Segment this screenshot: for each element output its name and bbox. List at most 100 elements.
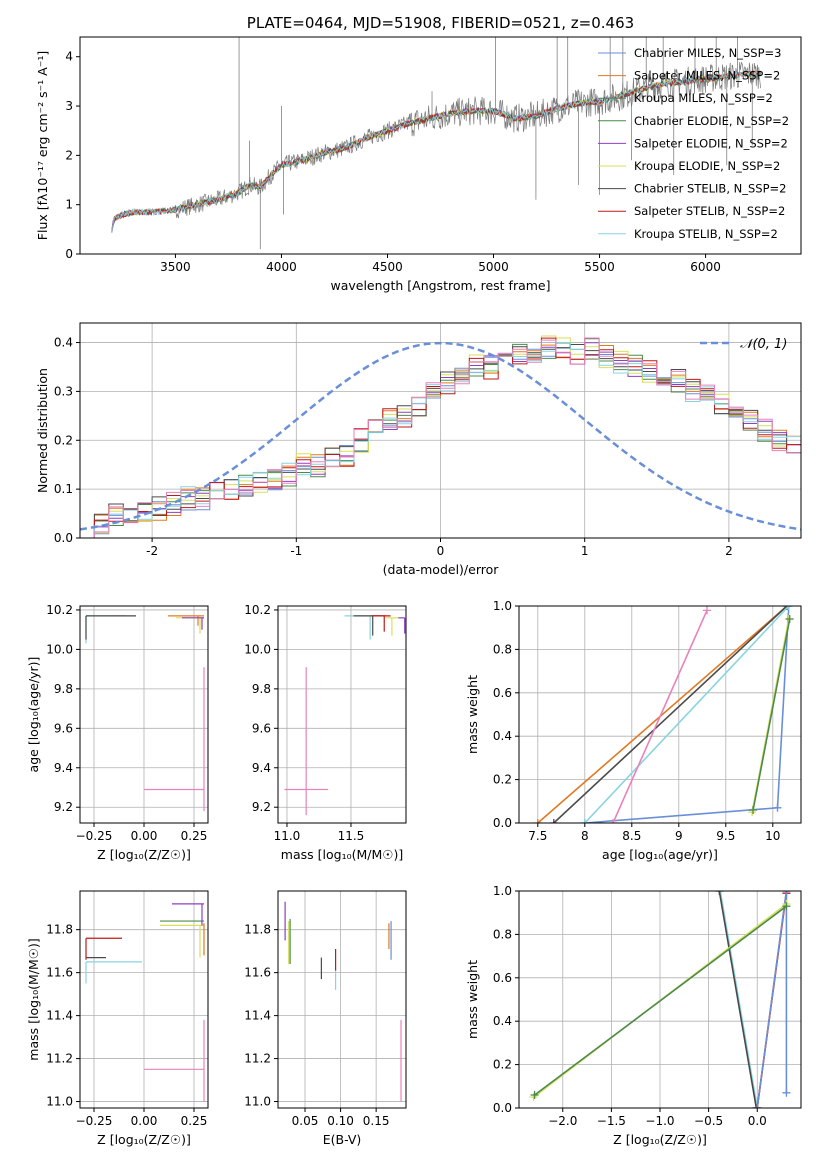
x-tick-label: -1 — [290, 544, 302, 558]
data-spectrum-line — [111, 61, 762, 231]
x-tick-label: 9 — [675, 829, 683, 843]
y-tick-label: 11.8 — [46, 923, 73, 937]
chart-panel-1: -2 -1 0 1 2 0.0 0.1 0.2 0.3 0.4 (data-model)/error… — [35, 322, 802, 577]
point-marker — [609, 819, 617, 823]
weight-line — [719, 891, 758, 1108]
histogram-step-line — [80, 338, 801, 538]
y-tick-label: 0.6 — [493, 686, 512, 700]
histograms — [80, 335, 801, 538]
histogram-step-line — [80, 342, 801, 538]
chart-panel-6: 0.05 0.10 0.15 11.0 11.2 11.4 11.6 11.8 E(B-V) — [244, 890, 407, 1147]
chart-panel-5: −0.25 0.00 0.25 11.0 11.2 11.4 11.6 11.8 Z [log₁… — [26, 890, 209, 1147]
spectrum-lines — [111, 37, 762, 250]
y-tick-label: 0.8 — [493, 927, 512, 941]
x-tick-label: −0.25 — [76, 1114, 113, 1128]
chart-panel-3: 11.0 11.5 9.2 9.4 9.6 9.8 10.0 10.2 mass [log₁₀(… — [244, 603, 407, 862]
point-marker — [773, 803, 782, 812]
y-tick-label: 10.0 — [244, 642, 271, 656]
chart-panel-4: 7.5 8 8.5 9 9.5 10 0.0 0.2 0.4 0.6 0.8 1.0 age [log₁… — [465, 599, 802, 862]
y-tick-label: 2 — [65, 148, 73, 162]
point-marker — [782, 891, 791, 895]
y-tick-label: 0.0 — [493, 816, 512, 830]
histogram-step-line — [80, 344, 801, 538]
y-axis-label: mass [log₁₀(M/M☉)] — [26, 938, 41, 1060]
y-tick-label: 0.4 — [493, 729, 512, 743]
y-tick-label: 11.2 — [244, 1052, 271, 1066]
point-marker — [549, 819, 558, 823]
x-tick-label: 0.10 — [327, 1114, 354, 1128]
y-tick-label: 0.4 — [493, 1014, 512, 1028]
x-tick-label: 0.00 — [131, 1114, 158, 1128]
y-tick-label: 11.6 — [244, 966, 271, 980]
normal-curve — [80, 341, 801, 531]
chart-panel-0: 3500 4000 4500 5000 5500 6000 0 1 2 3 4 wavelength … — [35, 14, 802, 293]
legend-label: Chabrier STELIB, N_SSP=2 — [634, 182, 786, 196]
x-tick-label: 8 — [581, 829, 589, 843]
axes-frame — [518, 605, 802, 824]
x-tick-label: 7.5 — [528, 829, 547, 843]
x-tick-label: 10 — [765, 829, 780, 843]
y-tick-label: 11.8 — [244, 923, 271, 937]
point-marker — [753, 1104, 762, 1108]
error-bars — [85, 903, 205, 1102]
x-axis-label: wavelength [Angstrom, rest frame] — [330, 278, 550, 293]
weight-lines — [533, 606, 794, 823]
point-marker — [703, 606, 711, 615]
axes-frame — [79, 890, 209, 1109]
histogram-step-line — [80, 344, 801, 538]
y-tick-label: 9.8 — [252, 682, 271, 696]
point-marker — [749, 805, 758, 814]
legend-label: Chabrier ELODIE, N_SSP=2 — [634, 114, 789, 128]
y-tick-label: 0.0 — [54, 531, 73, 545]
error-bars — [284, 615, 406, 816]
x-tick-label: 1 — [581, 544, 589, 558]
x-tick-label: 11.5 — [338, 829, 365, 843]
point-marker — [782, 1088, 791, 1097]
weight-line — [553, 606, 788, 823]
y-tick-label: 9.2 — [54, 800, 73, 814]
point-marker — [530, 1090, 539, 1099]
y-axis-label: Normed distribution — [35, 368, 50, 493]
x-tick-label: 0.15 — [363, 1114, 390, 1128]
legend-label: Kroupa ELODIE, N_SSP=2 — [634, 159, 780, 173]
y-tick-label: 11.4 — [46, 1009, 73, 1023]
axes-frame — [277, 605, 407, 824]
y-tick-label: 1.0 — [493, 884, 512, 898]
y-axis-label: age [log₁₀(age/yr)] — [26, 657, 41, 773]
legend: Chabrier MILES, N_SSP=3 Salpeter MILES, N… — [598, 46, 789, 241]
y-tick-label: 0.3 — [54, 384, 73, 398]
y-tick-label: 0.8 — [493, 642, 512, 656]
x-tick-label: 0.00 — [131, 829, 158, 843]
weight-line — [534, 905, 787, 1096]
y-tick-label: 0.4 — [54, 336, 73, 350]
histogram-step-line — [80, 337, 801, 538]
point-marker — [580, 819, 589, 823]
legend: 𝒩(0, 1) — [700, 337, 787, 352]
x-tick-label: −2.0 — [548, 1114, 577, 1128]
model-line — [111, 70, 761, 233]
weight-line — [537, 606, 788, 823]
chart-title: PLATE=0464, MJD=51908, FIBERID=0521, z=0… — [247, 14, 634, 32]
axes-frame — [277, 890, 407, 1109]
y-tick-label: 0.1 — [54, 482, 73, 496]
x-tick-label: 0 — [437, 544, 445, 558]
weight-line — [752, 618, 791, 811]
x-tick-label: 5500 — [584, 260, 615, 274]
x-tick-label: −1.0 — [645, 1114, 674, 1128]
y-axis-label: mass weight — [465, 960, 480, 1039]
x-tick-label: 11.0 — [274, 829, 301, 843]
y-tick-label: 11.0 — [244, 1095, 271, 1109]
y-tick-label: 11.0 — [46, 1095, 73, 1109]
y-tick-label: 9.6 — [252, 721, 271, 735]
chart-panel-7: −2.0 −1.5 −1.0 −0.5 0.0 0.0 0.2 0.4 0.6 0.8 1.0 Z [… — [465, 884, 802, 1147]
y-tick-label: 10.2 — [244, 603, 271, 617]
legend-label: Kroupa MILES, N_SSP=2 — [634, 91, 773, 105]
point-marker — [782, 902, 791, 911]
weight-line — [584, 606, 790, 823]
x-tick-label: 9.5 — [716, 829, 735, 843]
model-line — [111, 70, 761, 233]
axes-frame — [79, 36, 802, 255]
axes-frame — [79, 322, 802, 539]
legend-label: Kroupa STELIB, N_SSP=2 — [634, 227, 778, 241]
